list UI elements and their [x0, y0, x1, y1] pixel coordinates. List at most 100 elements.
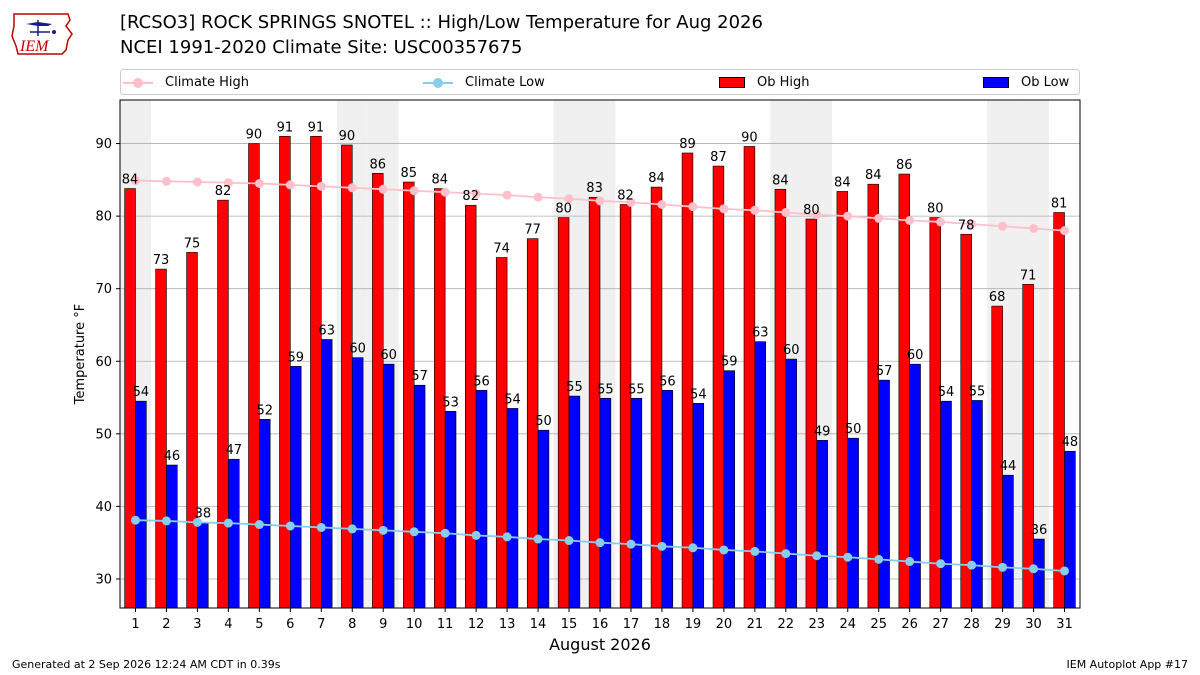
ob-low-bar — [197, 522, 209, 609]
ob-high-label: 75 — [184, 236, 201, 251]
climate-high-point — [130, 176, 140, 186]
legend-climate-low-marker — [433, 78, 443, 88]
climate-low-point — [688, 543, 698, 553]
footer-generated: Generated at 2 Sep 2026 12:24 AM CDT in … — [12, 658, 281, 671]
chart-title: [RCSO3] ROCK SPRINGS SNOTEL :: High/Low … — [120, 12, 763, 33]
ob-low-label: 44 — [1000, 459, 1017, 474]
ob-high-label: 77 — [524, 223, 541, 238]
ob-high-bar — [464, 204, 477, 609]
ob-low-label: 46 — [164, 449, 181, 464]
ob-low-label: 59 — [287, 350, 304, 365]
ob-high-bar — [279, 135, 291, 609]
x-tick-label: 23 — [809, 617, 826, 632]
x-tick-label: 19 — [685, 617, 702, 632]
ob-low-label: 57 — [411, 369, 428, 384]
ob-high-bar — [805, 218, 818, 609]
x-tick-label: 7 — [317, 617, 325, 632]
climate-high-point — [719, 204, 729, 214]
ob-high-bar — [155, 268, 167, 609]
climate-low-point — [843, 552, 853, 562]
x-tick-label: 17 — [623, 617, 640, 632]
x-tick-label: 11 — [437, 617, 454, 632]
climate-high-point — [874, 213, 884, 223]
climate-low-point — [874, 554, 884, 564]
climate-low-point — [626, 539, 636, 549]
ob-low-label: 55 — [969, 384, 986, 399]
legend-ob-low: Ob Low — [983, 74, 1079, 92]
ob-low-bar — [785, 358, 797, 609]
ob-high-label: 68 — [989, 290, 1006, 305]
chart-legend: Climate High Climate Low Ob High Ob Low — [120, 69, 1080, 95]
climate-low-point — [285, 521, 295, 531]
ob-low-bar — [413, 384, 426, 609]
ob-high-label: 71 — [1020, 268, 1037, 283]
ob-low-label: 54 — [504, 392, 521, 407]
ob-high-label: 86 — [370, 157, 387, 172]
x-tick-label: 25 — [870, 617, 887, 632]
ob-high-bar — [960, 233, 972, 609]
x-axis-label: August 2026 — [549, 635, 651, 654]
climate-low-point — [192, 517, 202, 527]
climate-low-point — [1060, 566, 1070, 576]
ob-low-label: 48 — [1062, 435, 1079, 450]
ob-low-bar — [909, 363, 921, 609]
ob-low-bar — [135, 400, 147, 609]
legend-ob-low-label: Ob Low — [1021, 75, 1070, 90]
climate-low-point — [471, 530, 481, 540]
x-tick-label: 30 — [1025, 617, 1042, 632]
climate-high-point — [440, 187, 450, 197]
ob-low-label: 63 — [318, 323, 335, 338]
ob-low-label: 38 — [195, 506, 212, 521]
ob-low-label: 56 — [659, 374, 676, 389]
climate-low-point — [130, 515, 140, 525]
climate-low-point — [595, 538, 605, 548]
x-tick-label: 28 — [963, 617, 980, 632]
climate-low-point — [409, 527, 419, 537]
climate-low-point — [657, 541, 667, 551]
climate-low-point — [750, 546, 760, 556]
x-tick-label: 2 — [162, 617, 170, 632]
x-tick-label: 18 — [654, 617, 671, 632]
ob-low-label: 49 — [814, 424, 831, 439]
ob-high-bar — [248, 143, 260, 609]
ob-low-bar — [568, 395, 581, 609]
climate-low-point — [440, 528, 450, 538]
ob-high-bar — [774, 188, 787, 609]
ob-high-label: 84 — [772, 173, 789, 188]
ob-low-label: 56 — [473, 374, 490, 389]
ob-low-bar — [228, 458, 240, 609]
ob-low-label: 55 — [628, 382, 645, 397]
climate-low-point — [1029, 564, 1039, 574]
legend-climate-low-label: Climate Low — [465, 75, 545, 90]
climate-low-point — [378, 525, 388, 535]
ob-low-label: 52 — [257, 403, 274, 418]
climate-low-point — [719, 545, 729, 555]
x-tick-label: 13 — [499, 617, 516, 632]
ob-low-bar — [971, 400, 983, 609]
ob-low-label: 54 — [690, 387, 707, 402]
ob-high-label: 86 — [896, 158, 913, 173]
ob-low-label: 54 — [133, 385, 150, 400]
climate-high-point — [192, 177, 202, 187]
climate-low-point — [316, 522, 326, 532]
ob-high-bar — [217, 199, 229, 609]
x-tick-label: 21 — [747, 617, 764, 632]
climate-low-point — [812, 551, 822, 561]
x-tick-label: 29 — [994, 617, 1011, 632]
ob-high-bar — [310, 135, 322, 609]
ob-high-label: 82 — [215, 184, 232, 199]
ob-low-bar — [1002, 474, 1014, 609]
ob-low-label: 63 — [752, 326, 769, 341]
climate-high-point — [657, 200, 667, 210]
ob-low-bar — [382, 363, 395, 609]
y-tick-label-40: 40 — [95, 500, 112, 515]
x-tick-label: 15 — [561, 617, 578, 632]
x-tick-label: 8 — [348, 617, 356, 632]
ob-low-bar — [1064, 450, 1076, 609]
climate-high-point — [347, 183, 357, 193]
climate-low-point — [998, 562, 1008, 572]
ob-high-label: 73 — [153, 253, 170, 268]
x-tick-label: 26 — [901, 617, 918, 632]
climate-high-point — [905, 215, 915, 225]
x-tick-label: 4 — [224, 617, 232, 632]
